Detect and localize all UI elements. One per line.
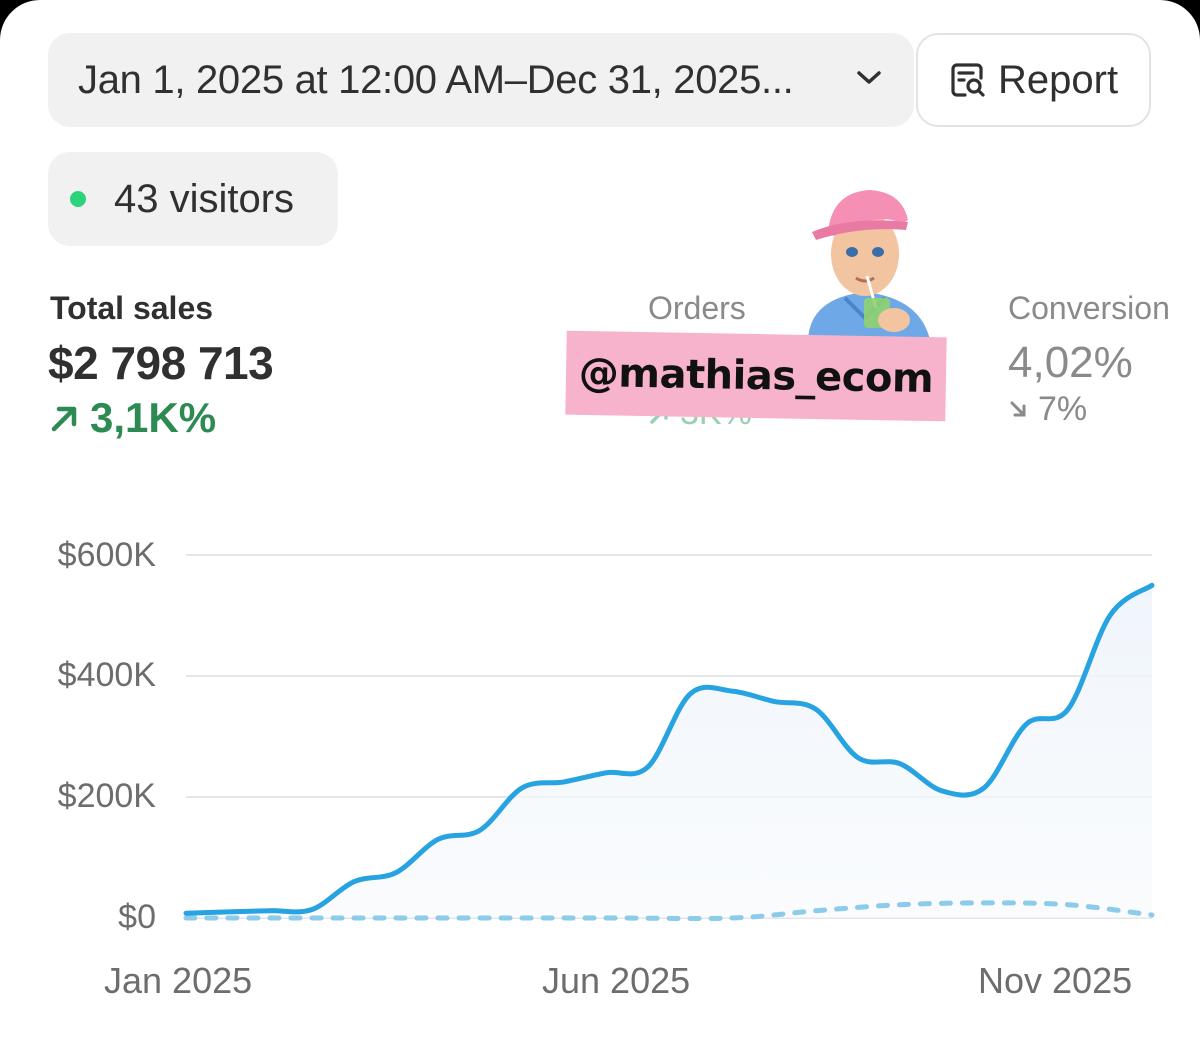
visitors-badge[interactable]: 43 visitors xyxy=(48,152,338,246)
y-tick-label: $200K xyxy=(57,777,156,815)
watermark-text: @mathias_ecom xyxy=(578,349,934,403)
report-label: Report xyxy=(998,57,1119,102)
y-tick-label: $0 xyxy=(118,898,156,936)
conversion-value: 4,02% xyxy=(1008,338,1133,387)
date-range-label: Jan 1, 2025 at 12:00 AM–Dec 31, 2025... xyxy=(78,57,794,102)
total-sales-change-value: 3,1K% xyxy=(90,394,217,441)
report-search-icon xyxy=(951,63,985,97)
y-tick-label: $400K xyxy=(57,656,156,694)
y-tick-label: $600K xyxy=(57,536,156,574)
sales-series-line xyxy=(183,582,1155,916)
total-sales-change: 3,1K% xyxy=(48,394,216,442)
total-sales-title[interactable]: Total sales xyxy=(50,290,214,326)
total-sales-value: $2 798 713 xyxy=(48,337,274,389)
conversion-change-value: 7% xyxy=(1038,390,1088,428)
live-status-dot xyxy=(70,191,86,207)
orders-title[interactable]: Orders xyxy=(648,290,746,326)
x-tick-label: Jan 2025 xyxy=(104,960,253,1001)
report-button[interactable]: Report xyxy=(916,33,1151,127)
chart-plot-area xyxy=(183,554,1155,922)
sales-chart: $600K $400K $200K $0 Jan 2025 Jun 2025 N… xyxy=(0,520,1200,1040)
comparison-series-line xyxy=(183,900,1155,922)
x-tick-label: Jun 2025 xyxy=(542,960,691,1001)
sales-area xyxy=(186,585,1152,918)
conversion-title[interactable]: Conversion xyxy=(1008,290,1170,326)
avatar-sticker xyxy=(808,190,930,340)
visitors-label: 43 visitors xyxy=(114,176,295,221)
x-tick-label: Nov 2025 xyxy=(978,960,1133,1001)
watermark-label: @mathias_ecom xyxy=(565,330,947,422)
date-range-selector[interactable]: Jan 1, 2025 at 12:00 AM–Dec 31, 2025... xyxy=(48,33,914,127)
conversion-change: 7% xyxy=(1008,390,1087,429)
arrow-up-right-icon xyxy=(51,406,77,432)
chevron-down-icon xyxy=(857,71,881,84)
arrow-down-right-icon xyxy=(1010,401,1026,416)
